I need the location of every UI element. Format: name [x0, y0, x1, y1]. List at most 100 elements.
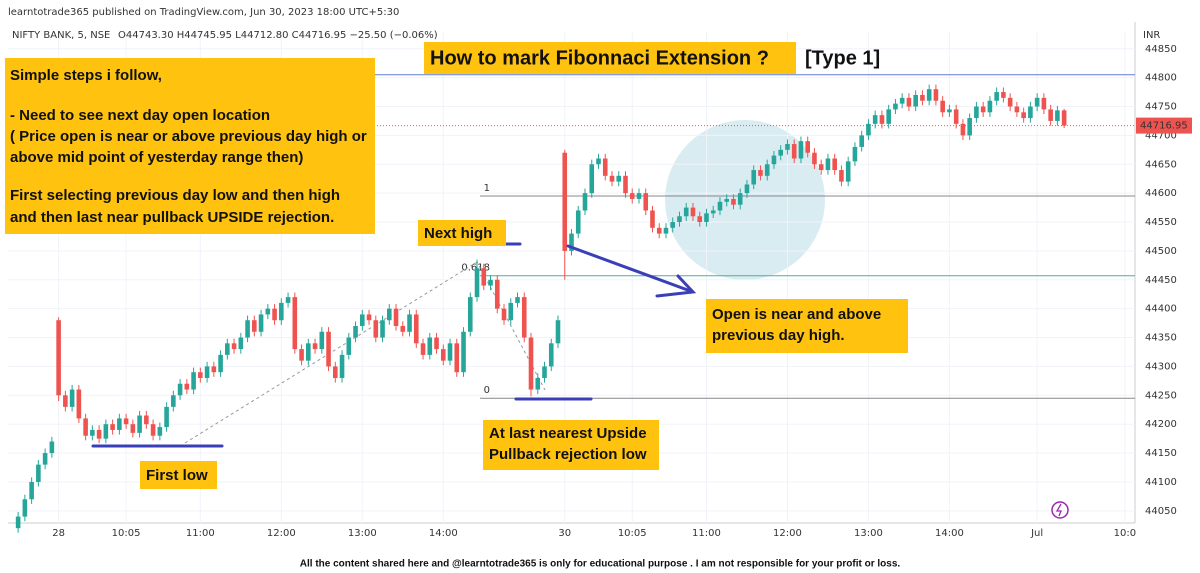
ohlc: O44743.30 H44745.95 L44712.80 C44716.95 … — [118, 30, 438, 41]
candle-body — [69, 389, 75, 407]
candle-body — [137, 415, 142, 433]
annotation: First low — [146, 467, 208, 484]
candle-body — [258, 314, 264, 332]
note-line: and then last near pullback UPSIDE rejec… — [10, 209, 334, 226]
candle-body — [778, 149, 784, 156]
annotation: previous day high. — [712, 327, 845, 344]
candle-body — [393, 308, 399, 326]
candle-body — [63, 395, 68, 407]
candle-body — [710, 210, 716, 214]
candle-body — [211, 366, 217, 373]
note-line: ( Price open is near or above previous d… — [10, 128, 367, 145]
x-tick-label: 10:05 — [618, 528, 647, 539]
candle-body — [535, 377, 541, 390]
x-tick-label: 11:00 — [186, 528, 215, 539]
candle-body — [90, 429, 95, 436]
candle-body — [1034, 97, 1040, 107]
candle-body — [690, 207, 696, 217]
candle-body — [650, 210, 655, 228]
candle-body — [744, 184, 750, 194]
candle-body — [960, 123, 966, 136]
candle-body — [1007, 97, 1013, 107]
candle-body — [1055, 110, 1060, 121]
notes: Simple steps i follow, - Need to see next… — [10, 67, 367, 226]
title-box — [424, 42, 796, 74]
candle-body — [893, 103, 898, 110]
candle-body — [56, 320, 61, 396]
candle-body — [434, 337, 439, 350]
candle-body — [582, 193, 588, 211]
candle-body — [1021, 112, 1026, 119]
candle-body — [1001, 92, 1006, 98]
x-tick-label: 10:0 — [1114, 528, 1136, 539]
y-tick-label: 44250 — [1145, 390, 1177, 401]
candle-body — [1061, 110, 1067, 126]
candle-body — [440, 349, 446, 361]
candle-body — [1014, 106, 1020, 113]
candle-body — [427, 337, 433, 355]
x-tick-label: 12:00 — [267, 528, 296, 539]
candle-body — [731, 198, 736, 205]
candle-body — [130, 424, 136, 433]
x-tick-label: 11:00 — [692, 528, 721, 539]
candle-body — [265, 308, 271, 315]
candle-body — [812, 152, 817, 165]
candle-body — [218, 354, 223, 373]
candle-body — [636, 193, 642, 199]
event-icon[interactable] — [1051, 501, 1069, 519]
candle-body — [569, 233, 574, 251]
candle-body — [913, 94, 918, 107]
candle-body — [204, 366, 210, 378]
candle-body — [413, 314, 419, 344]
fib-label: 0 — [484, 385, 490, 396]
candle-body — [663, 227, 669, 234]
candle-body — [798, 141, 804, 159]
candle-body — [171, 395, 176, 407]
candle-body — [225, 343, 230, 355]
candle-body — [447, 343, 453, 361]
candle-body — [575, 210, 581, 234]
y-tick-label: 44800 — [1145, 73, 1177, 84]
candle-body — [481, 268, 487, 286]
notes-box — [5, 58, 375, 234]
candle-body — [292, 297, 298, 350]
candle-body — [704, 213, 709, 223]
candle-body — [562, 152, 568, 251]
candle-body — [306, 343, 311, 361]
y-tick-label: 44750 — [1145, 102, 1177, 113]
title: How to mark Fibonnaci Extension ? — [430, 47, 769, 69]
y-tick-label: 44700 — [1145, 130, 1177, 141]
annotation: At last nearest Upside — [489, 425, 647, 442]
candle-body — [299, 349, 304, 361]
note-line: Simple steps i follow, — [10, 67, 162, 84]
candle-body — [359, 314, 365, 326]
candle-body — [515, 297, 520, 303]
candle-body — [467, 297, 473, 332]
y-tick-label: 44850 — [1145, 44, 1177, 55]
candle-body — [238, 337, 244, 350]
candle-body — [643, 193, 649, 211]
y-tick-label: 44600 — [1145, 188, 1177, 199]
candle-body — [83, 418, 88, 436]
candle-body — [373, 320, 379, 338]
candle-body — [899, 97, 905, 104]
symbol: NIFTY BANK, 5, NSE — [12, 30, 110, 41]
candle-body — [839, 170, 844, 182]
candle-body — [805, 141, 810, 153]
subtitle: [Type 1] — [805, 47, 880, 69]
y-tick-label: 44450 — [1145, 275, 1177, 286]
candle-body — [825, 158, 831, 171]
candle-body — [49, 441, 55, 454]
candle-body — [994, 92, 999, 101]
candle-body — [110, 424, 115, 430]
candle-body — [1028, 106, 1033, 119]
candle-body — [177, 383, 183, 396]
x-tick-label: 12:00 — [773, 528, 802, 539]
candles — [15, 84, 1067, 533]
candle-body — [191, 372, 196, 390]
candle-body — [346, 337, 352, 355]
disclaimer: All the content shared here and @learnto… — [300, 559, 901, 570]
candle-body — [548, 343, 554, 367]
candle-body — [697, 216, 703, 223]
